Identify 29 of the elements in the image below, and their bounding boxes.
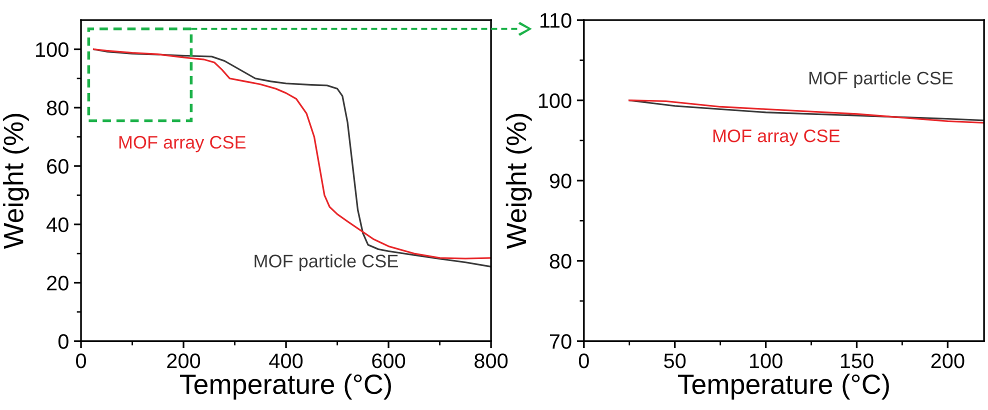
series-label: MOF array CSE — [713, 129, 840, 146]
y-tick-label: 100 — [36, 42, 68, 58]
x-axis-title: Temperature (°C) — [678, 374, 889, 400]
x-tick-label: 800 — [474, 353, 508, 368]
series-label: MOF particle CSE — [254, 254, 398, 272]
y-tick-label: 80 — [46, 100, 68, 116]
x-tick-label: 100 — [750, 353, 782, 368]
x-tick-label: 150 — [840, 353, 874, 368]
y-axis-title: Weight (%) — [3, 114, 29, 249]
x-tick-label: 0 — [578, 353, 589, 368]
text: MOF array CSE — [119, 136, 246, 152]
y-axis-title: Weight (%) — [506, 114, 532, 249]
y-tick-label: 0 — [58, 334, 68, 349]
y-tick-label: 110 — [540, 13, 572, 28]
x-tick-label: 200 — [167, 353, 200, 368]
x-tick-label: 600 — [372, 353, 406, 368]
x-tick-label: 200 — [931, 353, 964, 368]
y-tick-label: 20 — [47, 276, 68, 291]
x-axis-title: Temperature (°C) — [180, 374, 391, 400]
series-label: MOF particle CSE — [809, 71, 953, 88]
y-tick-label: 70 — [550, 334, 572, 349]
y-tick-label: 60 — [47, 159, 68, 174]
y-tick-label: 80 — [550, 254, 572, 269]
x-tick-label: 0 — [76, 353, 86, 368]
y-tick-label: 40 — [46, 217, 68, 232]
x-tick-label: 400 — [269, 353, 303, 368]
y-tick-label: 90 — [550, 174, 572, 188]
y-tick-label: 100 — [538, 93, 572, 108]
x-tick-label: 50 — [664, 353, 686, 368]
